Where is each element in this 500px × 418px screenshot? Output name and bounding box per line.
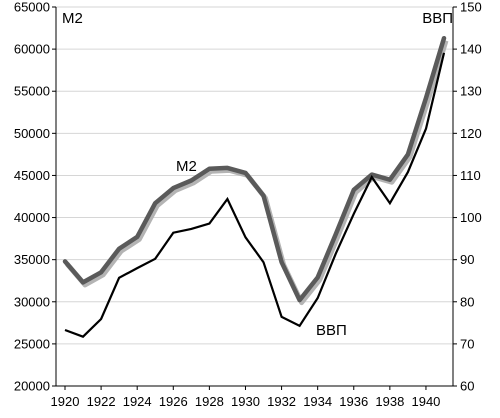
right-tick-label: 120 [460,126,482,141]
right-tick-label: 110 [460,168,481,183]
series-m2-shadow [65,39,449,306]
right-tick-label: 100 [460,210,482,225]
right-tick-label: 150 [460,0,482,15]
right-tick-label: 130 [460,84,482,99]
x-tick-label: 1928 [195,394,224,409]
x-tick-label: 1936 [339,394,368,409]
x-tick-label: 1926 [159,394,188,409]
right-tick-label: 70 [460,336,474,351]
annotation-gdp-line: ВВП [316,322,347,339]
right-tick-label: 140 [460,42,482,57]
x-tick-label: 1934 [303,394,332,409]
x-tick-label: 1922 [87,394,116,409]
left-tick-label: 20000 [14,379,50,394]
series-m2-line [62,35,447,303]
left-axis: 20000 25000 30000 35000 40000 45000 50000 55000… [14,0,57,394]
x-tick-label: 1920 [51,394,80,409]
left-tick-label: 55000 [14,84,50,99]
horizontal-gridlines [56,6,453,387]
x-tick-label: 1932 [267,394,296,409]
left-tick-label: 40000 [14,210,50,225]
right-tick-label: 90 [460,252,474,267]
left-tick-label: 60000 [14,42,50,57]
right-tick-label: 80 [460,294,474,309]
left-tick-label: 30000 [14,294,50,309]
annotation-m2-line: М2 [176,158,197,175]
left-tick-label: 35000 [14,252,50,267]
annotation-gdp-axis: ВВП [422,10,453,27]
series-layer [62,35,449,338]
left-tick-label: 45000 [14,168,50,183]
annotation-m2-axis: М2 [62,10,83,27]
x-axis: 1920 1922 1924 1926 1928 1930 1932 1934 1936 1938… [51,385,453,409]
left-tick-label: 65000 [14,0,50,15]
right-axis: 60 70 80 90 100 110 120 130 140 150 [452,0,482,394]
series-annotations: М2 ВВП М2 ВВП [62,10,453,339]
right-tick-label: 60 [460,379,474,394]
series-gdp-line [64,52,446,338]
x-tick-label: 1930 [231,394,260,409]
x-tick-label: 1938 [375,394,404,409]
x-tick-label: 1924 [123,394,152,409]
x-tick-label: 1940 [411,394,440,409]
left-tick-label: 25000 [14,336,50,351]
left-tick-label: 50000 [14,126,50,141]
